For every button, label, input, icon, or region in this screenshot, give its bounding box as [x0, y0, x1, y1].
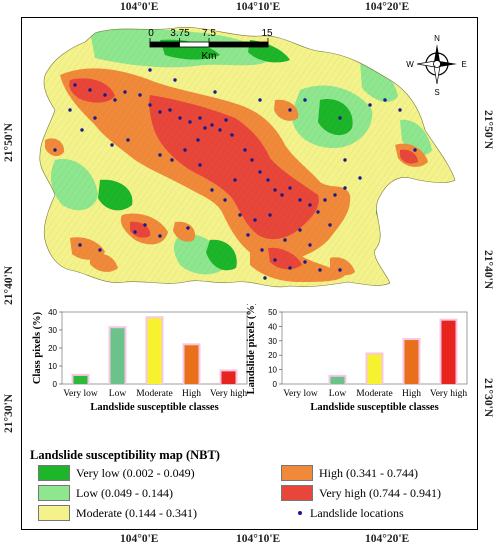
y-tick-label: 20	[48, 344, 57, 353]
scale-tick-0: 0	[148, 28, 154, 39]
y-tick-label: 0	[273, 380, 278, 389]
bar-moderate	[367, 354, 382, 384]
legend-swatch	[281, 485, 313, 501]
legend-label: Moderate (0.144 - 0.341)	[76, 505, 197, 520]
y-tick-label: 40	[268, 322, 277, 331]
bar-moderate	[147, 318, 162, 384]
legend-item-low: Low (0.049 - 0.144)	[38, 485, 173, 501]
legend-label: Very low (0.002 - 0.049)	[76, 465, 195, 480]
bar-high	[404, 340, 419, 384]
bottom-lon-label-1: 104°0'E	[120, 533, 159, 545]
legend-swatch	[38, 485, 70, 501]
bottom-lon-label-3: 104°20'E	[365, 533, 410, 545]
x-tick-label: Very high	[430, 389, 467, 399]
x-tick-label: Moderate	[136, 389, 172, 399]
legend-item-very-low: Very low (0.002 - 0.049)	[38, 465, 195, 481]
legend-label: Very high (0.744 - 0.941)	[319, 485, 441, 500]
bar-low	[330, 376, 345, 384]
y-tick-label: 50	[268, 308, 277, 317]
scale-bar: 0 3.75 7.5 15 Km	[148, 28, 273, 62]
compass-n: N	[434, 34, 440, 43]
x-tick-label: Moderate	[356, 389, 392, 399]
compass-w: W	[406, 60, 414, 69]
x-tick-label: Very low	[63, 389, 98, 399]
y-tick-label: 0	[53, 380, 58, 389]
x-tick-label: Very high	[210, 389, 247, 399]
bottom-lon-label-2: 104°10'E	[236, 533, 281, 545]
compass-s: S	[434, 88, 439, 97]
legend-title: Landslide susceptibility map (NBT)	[30, 448, 220, 462]
bar-very-high	[441, 320, 456, 384]
bar-very-low	[73, 375, 88, 384]
legend-swatch	[38, 505, 70, 521]
landslide-points	[53, 68, 417, 280]
y-tick-label: 40	[48, 308, 57, 317]
top-lon-label-2: 104°10'E	[236, 1, 281, 13]
compass-e: E	[461, 60, 466, 69]
top-lon-label-1: 104°0'E	[120, 1, 159, 13]
map-legend: Landslide susceptibility map (NBT) Very …	[26, 445, 472, 527]
x-tick-label: Low	[109, 389, 127, 399]
legend-swatch	[38, 465, 70, 481]
y-axis-title: Class pixels (%)	[32, 311, 43, 384]
y-tick-label: 10	[48, 362, 57, 371]
top-lon-label-3: 104°20'E	[365, 1, 410, 13]
scale-tick-1: 3.75	[170, 28, 190, 39]
y-axis-title: Landslide pixels (%)	[246, 304, 257, 394]
class-pixels-chart: 0 10 20 30 40 Very low Low Moderate High Very hig…	[32, 308, 248, 413]
legend-item-very-high: Very high (0.744 - 0.941)	[281, 485, 441, 501]
scale-tick-3: 15	[261, 28, 273, 39]
x-tick-label: High	[402, 389, 421, 399]
x-tick-label: Low	[329, 389, 347, 399]
landslide-pixels-chart: 0 10 20 30 40 50 Very low Low Moderate High Very h…	[246, 304, 468, 413]
legend-label: Low (0.049 - 0.144)	[76, 485, 173, 500]
y-tick-label: 30	[48, 326, 57, 335]
landslide-point-icon	[298, 511, 302, 515]
y-tick-label: 10	[268, 366, 277, 375]
x-axis-title: Landslide susceptible classes	[310, 402, 438, 413]
legend-item-moderate: Moderate (0.144 - 0.341)	[38, 505, 197, 521]
x-axis-title: Landslide susceptible classes	[90, 402, 218, 413]
legend-item-high: High (0.341 - 0.744)	[281, 465, 418, 481]
north-arrow-icon: N S W E	[406, 34, 466, 97]
legend-label: High (0.341 - 0.744)	[319, 465, 418, 480]
scale-unit: Km	[202, 51, 217, 62]
legend-swatch	[281, 465, 313, 481]
x-tick-label: High	[182, 389, 201, 399]
y-tick-label: 20	[268, 351, 277, 360]
bar-very-high	[221, 371, 236, 384]
y-tick-label: 30	[268, 337, 277, 346]
bar-high	[184, 345, 199, 384]
scale-tick-2: 7.5	[202, 28, 216, 39]
x-tick-label: Very low	[283, 389, 318, 399]
bar-low	[110, 328, 125, 384]
legend-label: Landslide locations	[310, 505, 404, 520]
legend-item-landslide-locations: Landslide locations	[294, 505, 404, 521]
